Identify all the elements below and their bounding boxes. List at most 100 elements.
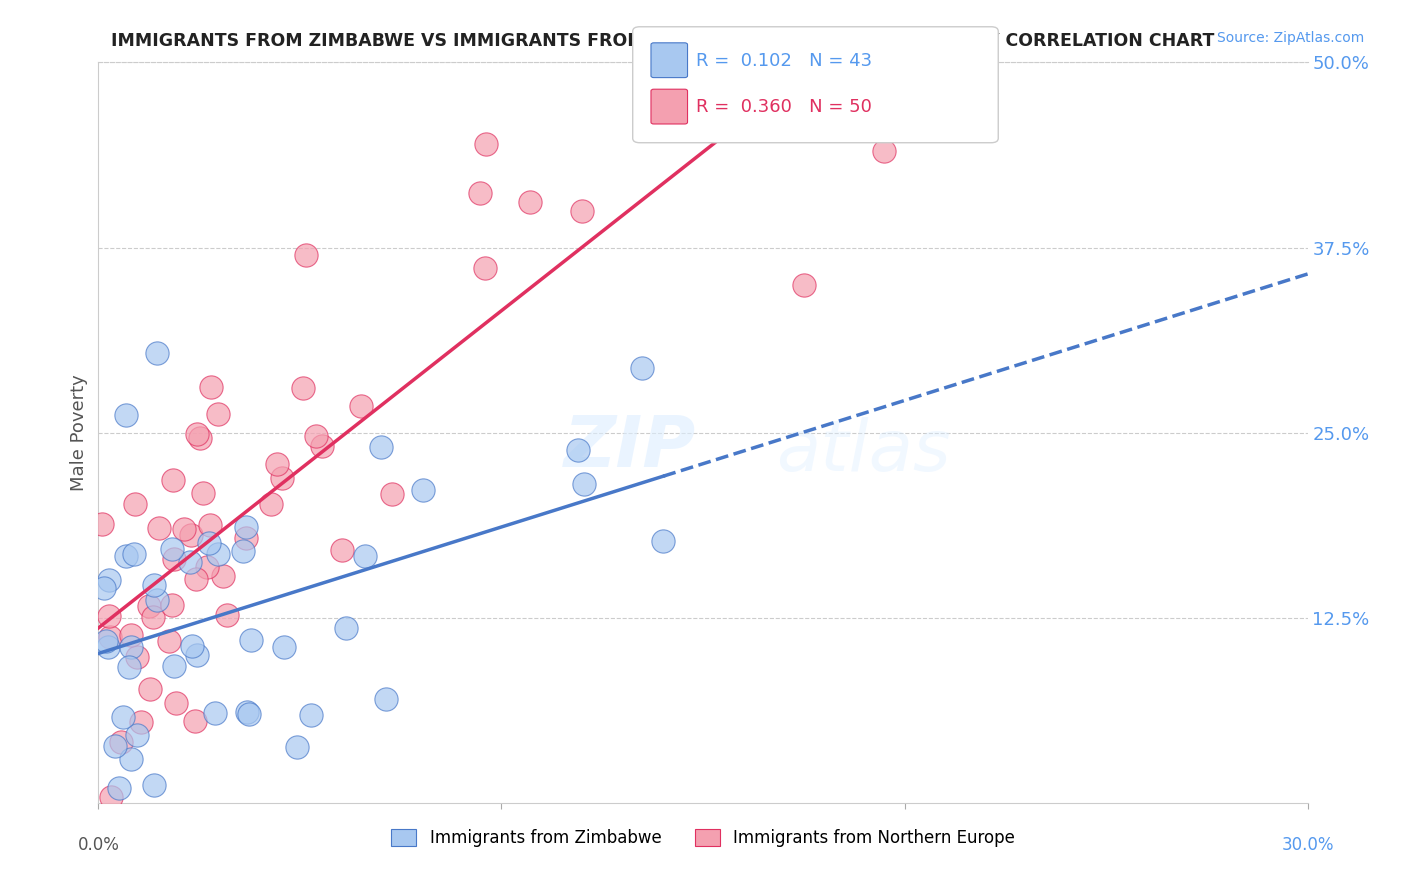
Point — [332, 543, 354, 558]
Point — [165, 696, 187, 710]
Point — [125, 728, 148, 742]
Point — [519, 195, 541, 210]
Point — [294, 248, 316, 262]
Point — [114, 409, 136, 423]
Point — [232, 543, 254, 558]
Point — [381, 486, 404, 500]
Point — [108, 781, 131, 796]
Point — [266, 457, 288, 471]
Point — [139, 681, 162, 696]
Point — [652, 533, 675, 548]
Point — [163, 659, 186, 673]
Point — [97, 640, 120, 655]
Point — [91, 517, 114, 532]
Point — [124, 497, 146, 511]
Point — [188, 431, 211, 445]
Point — [120, 628, 142, 642]
Point — [111, 710, 134, 724]
Point — [191, 486, 214, 500]
Point — [120, 752, 142, 766]
Legend: Immigrants from Zimbabwe, Immigrants from Northern Europe: Immigrants from Zimbabwe, Immigrants fro… — [384, 822, 1022, 854]
Point — [181, 639, 204, 653]
Point — [273, 640, 295, 654]
Point — [173, 522, 195, 536]
Point — [567, 442, 589, 457]
Point — [186, 648, 208, 662]
Y-axis label: Male Poverty: Male Poverty — [70, 375, 89, 491]
Text: Source: ZipAtlas.com: Source: ZipAtlas.com — [1216, 31, 1364, 45]
Point — [212, 568, 235, 582]
Text: 30.0%: 30.0% — [1281, 836, 1334, 855]
Point — [114, 549, 136, 563]
Point — [260, 497, 283, 511]
Point — [311, 439, 333, 453]
Point — [184, 572, 207, 586]
Point — [200, 380, 222, 394]
Text: 0.0%: 0.0% — [77, 836, 120, 855]
Text: R =  0.102   N = 43: R = 0.102 N = 43 — [696, 52, 872, 70]
Point — [98, 608, 121, 623]
Point — [353, 549, 375, 564]
Point — [162, 473, 184, 487]
Point — [235, 706, 257, 720]
Point — [873, 145, 896, 159]
Point — [630, 360, 652, 375]
Point — [475, 136, 498, 151]
Point — [100, 790, 122, 805]
Point — [370, 441, 392, 455]
Point — [157, 634, 180, 648]
Point — [572, 476, 595, 491]
Point — [350, 399, 373, 413]
Point — [703, 55, 725, 70]
Point — [204, 706, 226, 720]
Point — [93, 581, 115, 595]
Point — [184, 714, 207, 728]
Text: atlas: atlas — [776, 417, 950, 485]
Point — [207, 547, 229, 561]
Point — [180, 528, 202, 542]
Point — [179, 555, 201, 569]
Text: R =  0.360   N = 50: R = 0.360 N = 50 — [696, 98, 872, 116]
Point — [100, 630, 122, 644]
Point — [285, 740, 308, 755]
Point — [470, 186, 492, 200]
Point — [143, 779, 166, 793]
Point — [117, 660, 139, 674]
Point — [110, 735, 132, 749]
Point — [215, 608, 238, 623]
Point — [197, 536, 219, 550]
Point — [142, 578, 165, 592]
Point — [375, 691, 398, 706]
Point — [94, 634, 117, 648]
Point — [138, 599, 160, 613]
Point — [146, 592, 169, 607]
Point — [148, 521, 170, 535]
Point — [474, 261, 496, 276]
Point — [162, 552, 184, 566]
Point — [120, 640, 142, 655]
Point — [335, 621, 357, 635]
Point — [207, 407, 229, 421]
Point — [104, 739, 127, 753]
Point — [146, 346, 169, 360]
Point — [270, 471, 292, 485]
Point — [186, 426, 208, 441]
Point — [299, 708, 322, 723]
Text: ZIP: ZIP — [564, 413, 696, 482]
Point — [160, 598, 183, 612]
Point — [235, 531, 257, 545]
Point — [793, 277, 815, 292]
Point — [198, 518, 221, 533]
Point — [292, 381, 315, 395]
Point — [305, 428, 328, 442]
Point — [129, 714, 152, 729]
Point — [240, 633, 263, 648]
Point — [127, 650, 149, 665]
Point — [195, 560, 218, 574]
Point — [412, 483, 434, 498]
Point — [238, 707, 260, 722]
Text: IMMIGRANTS FROM ZIMBABWE VS IMMIGRANTS FROM NORTHERN EUROPE MALE POVERTY CORRELA: IMMIGRANTS FROM ZIMBABWE VS IMMIGRANTS F… — [111, 32, 1213, 50]
Point — [124, 547, 146, 561]
Point — [571, 203, 593, 218]
Point — [98, 573, 121, 587]
